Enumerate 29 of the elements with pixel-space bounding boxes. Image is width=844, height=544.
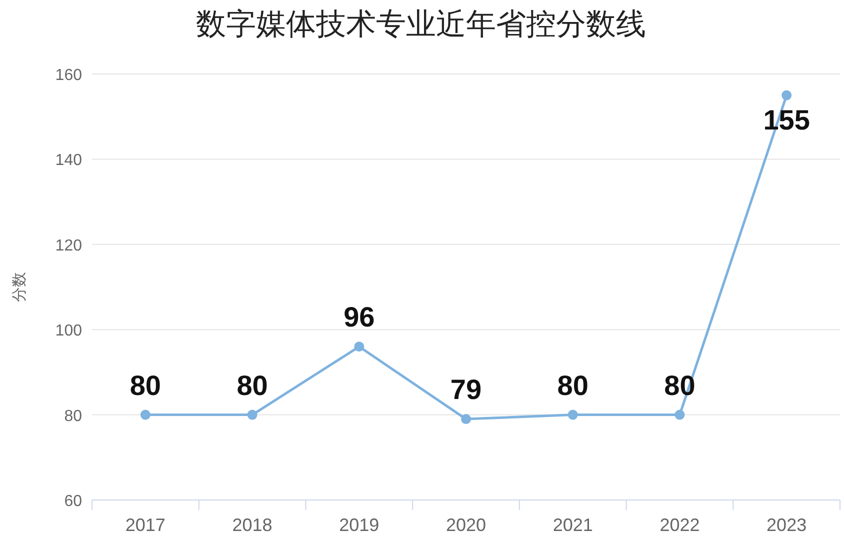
point	[354, 342, 364, 352]
x-tick-label: 2023	[766, 515, 807, 535]
data-label: 80	[130, 370, 162, 401]
x-tick-label: 2021	[552, 515, 593, 535]
data-label: 96	[344, 302, 375, 333]
y-tick-label: 160	[55, 67, 82, 84]
x-tick-label: 2020	[446, 515, 486, 535]
data-label: 80	[664, 370, 696, 401]
y-tick-label: 100	[55, 322, 82, 340]
point	[782, 90, 792, 100]
data-label: 155	[763, 104, 810, 136]
y-tick-label: 140	[55, 152, 82, 170]
point	[247, 410, 258, 420]
y-axis-title: 分数	[11, 272, 28, 302]
point	[140, 410, 150, 420]
x-tick-label: 2019	[339, 515, 380, 535]
y-tick-label: 60	[64, 493, 82, 510]
y-tick-label: 120	[55, 237, 82, 254]
x-tick-label: 2022	[660, 515, 700, 535]
point	[568, 410, 578, 420]
x-tick-label: 2017	[125, 515, 166, 535]
data-label: 80	[557, 370, 588, 401]
y-tick-label: 80	[64, 408, 82, 425]
data-label: 80	[236, 370, 268, 401]
point	[461, 414, 471, 424]
point	[674, 410, 685, 420]
chart-title: 数字媒体技术专业近年省控分数线	[196, 8, 646, 41]
x-tick-label: 2018	[232, 515, 272, 535]
data-label: 79	[450, 374, 482, 406]
